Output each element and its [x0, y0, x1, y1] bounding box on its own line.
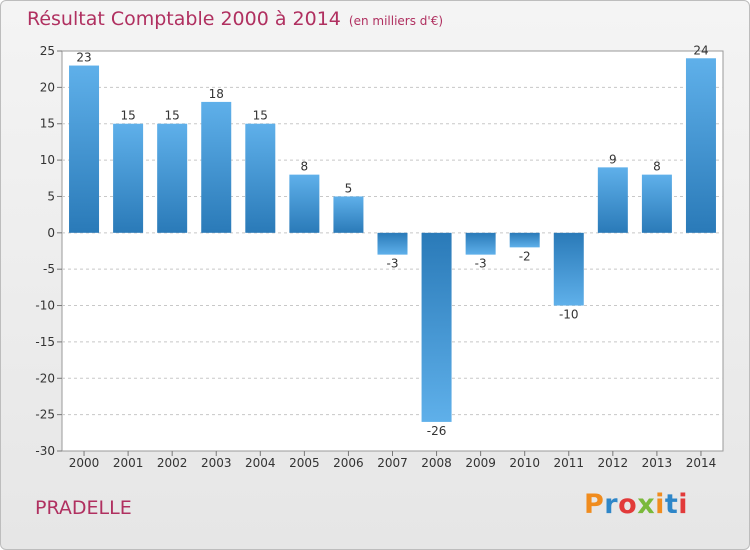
- x-tick-label: 2009: [465, 456, 496, 470]
- data-label: 8: [301, 160, 309, 174]
- y-tick-label: -25: [35, 408, 55, 422]
- data-label: -2: [519, 249, 531, 263]
- y-tick-label: -5: [43, 262, 55, 276]
- x-tick-label: 2007: [377, 456, 408, 470]
- y-axis: -30 -25 -20 -15 -10 -5 0 5 10 15 20 25: [35, 44, 62, 458]
- bar: [641, 174, 672, 233]
- bar: [465, 232, 496, 255]
- x-tick-label: 2011: [553, 456, 584, 470]
- data-label: 5: [345, 181, 353, 195]
- y-tick-label: -20: [35, 371, 55, 385]
- data-label: -3: [387, 257, 399, 271]
- brand-letter: P: [584, 489, 605, 520]
- bar-series: [69, 58, 716, 422]
- x-tick-label: 2013: [642, 456, 673, 470]
- bar: [377, 232, 408, 255]
- brand-letter: t: [664, 489, 679, 520]
- brand-letter: x: [637, 489, 656, 520]
- y-tick-label: -30: [35, 444, 55, 458]
- data-label: 15: [253, 109, 268, 123]
- x-tick-label: 2001: [113, 456, 144, 470]
- data-label: 23: [76, 51, 91, 65]
- x-tick-label: 2010: [509, 456, 540, 470]
- town-name: PRADELLE: [35, 497, 132, 519]
- x-tick-label: 2006: [333, 456, 364, 470]
- data-labels: 23 15 15 18 15 8 5 -3 -26 -3 -2 -10 9 8 24: [76, 43, 708, 438]
- x-tick-label: 2014: [686, 456, 717, 470]
- chart-title-text: Résultat Comptable 2000 à 2014: [27, 8, 341, 30]
- x-tick-label: 2003: [201, 456, 232, 470]
- y-tick-label: 20: [40, 80, 55, 94]
- x-tick-label: 2004: [245, 456, 276, 470]
- bar: [553, 232, 584, 306]
- bar: [421, 232, 452, 422]
- bar: [597, 167, 628, 233]
- bar: [69, 65, 100, 233]
- data-label: 8: [653, 160, 661, 174]
- y-tick-label: -10: [35, 299, 55, 313]
- bar: [113, 123, 144, 233]
- brand-logo: Proxiti: [584, 489, 688, 520]
- y-tick-label: 0: [47, 226, 55, 240]
- data-label: 15: [120, 109, 135, 123]
- data-label: 9: [609, 152, 617, 166]
- chart-unit: (en milliers d'€): [348, 14, 444, 28]
- x-tick-label: 2000: [69, 456, 100, 470]
- data-label: 15: [165, 109, 180, 123]
- bar: [333, 196, 364, 233]
- y-tick-label: 15: [40, 117, 55, 131]
- bar: [685, 58, 716, 233]
- brand-letter: o: [618, 489, 638, 520]
- brand-letter: i: [655, 489, 665, 520]
- y-tick-label: 25: [40, 44, 55, 58]
- data-label: -26: [427, 424, 447, 438]
- y-tick-label: 10: [40, 153, 55, 167]
- data-label: 24: [693, 43, 708, 57]
- x-tick-label: 2008: [421, 456, 452, 470]
- y-tick-label: -15: [35, 335, 55, 349]
- bar: [201, 101, 232, 233]
- bar: [289, 174, 320, 233]
- data-label: -3: [475, 257, 487, 271]
- chart-title: Résultat Comptable 2000 à 2014 (en millie…: [27, 8, 443, 30]
- bar: [245, 123, 276, 233]
- x-tick-label: 2002: [157, 456, 188, 470]
- bar: [509, 232, 540, 248]
- x-tick-label: 2012: [598, 456, 629, 470]
- x-axis: 2000 2001 2002 2003 2004 2005 2006 2007 2008 2009…: [69, 451, 716, 470]
- brand-letter: i: [678, 489, 689, 520]
- brand-letter: r: [604, 489, 619, 520]
- y-tick-label: 5: [47, 189, 55, 203]
- data-label: 18: [209, 87, 224, 101]
- x-tick-label: 2005: [289, 456, 320, 470]
- data-label: -10: [559, 308, 579, 322]
- bar: [157, 123, 188, 233]
